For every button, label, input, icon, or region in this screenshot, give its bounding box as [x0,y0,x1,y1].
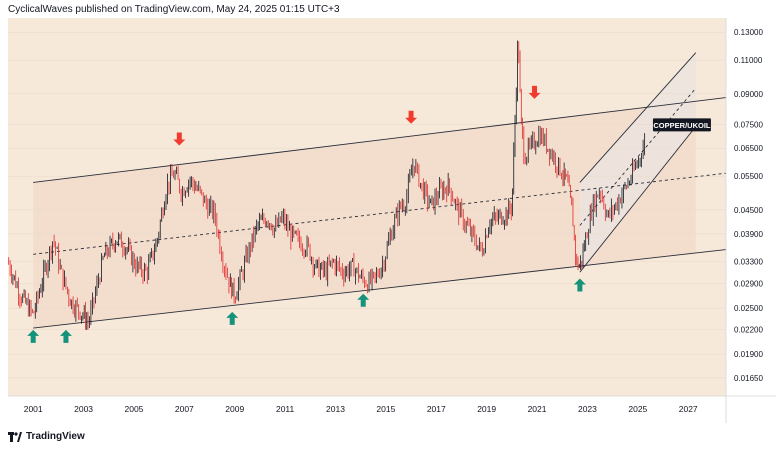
rising-channel-zone [579,52,696,273]
y-tick-label: 0.06500 [734,144,763,153]
tradingview-brand: TradingView [26,431,85,442]
arrow-up-icon [226,311,239,325]
rising-channel-lower-line [579,126,697,273]
x-tick-label: 2011 [276,404,295,414]
y-tick-label: 0.02200 [734,326,763,335]
main-channel-mid-line [33,172,727,255]
y-tick-label: 0.01900 [734,350,763,359]
x-tick-label: 2005 [125,404,144,414]
tradingview-logo-icon [8,431,22,442]
arrow-up-icon [27,329,40,343]
rising-channel-upper-line [579,52,697,183]
y-tick-label: 0.05500 [734,172,763,181]
x-tick-label: 2021 [528,404,547,414]
price-chart[interactable]: COPPER/UKOIL 0.13000 0.11000 0.09000 0.07500… [8,18,776,423]
y-tick-label: 0.13000 [734,28,763,37]
arrow-up-icon [573,278,586,292]
x-tick-label: 2015 [376,404,395,414]
x-tick-label: 2013 [326,404,345,414]
y-tick-label: 0.04500 [734,206,763,215]
y-tick-label: 0.11000 [734,56,763,65]
y-tick-label: 0.03900 [734,230,763,239]
x-tick-label: 2017 [427,404,446,414]
chart-svg[interactable]: COPPER/UKOIL 0.13000 0.11000 0.09000 0.07500… [8,18,776,423]
y-tick-label: 0.02500 [734,304,763,313]
arrow-down-icon [405,110,418,124]
publisher-header: CyclicalWaves published on TradingView.c… [8,4,340,15]
x-tick-label: 2027 [679,404,698,414]
arrow-up-icon [59,329,72,343]
x-tick-label: 2003 [74,404,93,414]
symbol-label: COPPER/UKOIL [653,121,711,130]
y-tick-label: 0.02900 [734,279,763,288]
main-channel-lower-line [33,249,727,329]
x-tick-label: 2019 [477,404,496,414]
main-channel-upper-line [33,97,727,183]
x-tick-label: 2009 [225,404,244,414]
x-tick-label: 2001 [24,404,43,414]
y-tick-label: 0.07500 [734,120,763,129]
x-tick-label: 2025 [628,404,647,414]
arrow-down-icon [528,85,541,99]
arrow-down-icon [173,132,186,146]
y-tick-label: 0.03300 [734,258,763,267]
tradingview-footer: TradingView [8,431,85,442]
symbol-label-bg [652,118,711,132]
x-tick-label: 2007 [175,404,194,414]
x-tick-label: 2023 [578,404,597,414]
y-tick-label: 0.01650 [734,374,763,383]
arrow-up-icon [357,293,370,307]
y-tick-label: 0.09000 [734,90,763,99]
